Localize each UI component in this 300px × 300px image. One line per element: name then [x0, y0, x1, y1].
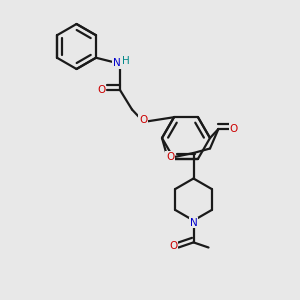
Text: O: O: [169, 241, 177, 251]
Text: H: H: [122, 56, 129, 67]
Text: O: O: [166, 152, 175, 162]
Text: N: N: [113, 58, 121, 68]
Text: N: N: [190, 218, 197, 228]
Text: O: O: [139, 115, 148, 125]
Text: O: O: [97, 85, 105, 95]
Text: O: O: [230, 124, 238, 134]
